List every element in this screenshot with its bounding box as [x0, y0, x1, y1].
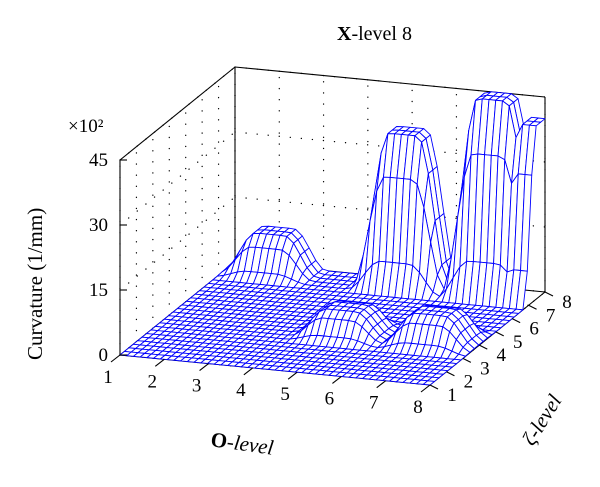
x-tick-label: 4 — [236, 380, 246, 401]
x-axis-label: O-level — [209, 427, 275, 460]
x-tick-mark — [376, 380, 387, 389]
x-tick-mark — [110, 354, 121, 363]
y-tick-label: 1 — [447, 385, 457, 406]
x-tick-mark — [199, 363, 209, 372]
x-tick-label: 6 — [325, 388, 335, 409]
z-tick-label: 15 — [89, 280, 108, 301]
z-tick-label: 45 — [89, 150, 108, 171]
chart-title: X-level 8 — [337, 23, 412, 45]
y-tick-mark — [495, 331, 504, 337]
x-tick-label: 7 — [369, 393, 379, 414]
y-tick-label: 5 — [513, 332, 523, 353]
y-tick-mark — [462, 357, 472, 363]
y-axis-label-rest: -level — [521, 390, 566, 442]
x-tick-label: 5 — [280, 384, 290, 405]
x-tick-mark — [287, 371, 298, 380]
x-axis-label-rest: -level — [225, 429, 275, 459]
z-tick-label: 30 — [89, 215, 108, 236]
y-tick-mark — [429, 384, 439, 390]
x-tick-mark — [420, 384, 431, 393]
y-tick-mark — [544, 291, 554, 297]
surface-cell — [422, 380, 435, 386]
z-tick-label: 0 — [99, 345, 109, 366]
y-tick-label: 7 — [546, 305, 556, 326]
z-axis-label: Curvature (1/mm) — [23, 208, 47, 360]
title-bold: X — [337, 23, 352, 45]
x-tick-label: 1 — [103, 367, 113, 388]
y-tick-label: 4 — [497, 345, 507, 366]
y-tick-label: 6 — [529, 319, 539, 340]
surface-mesh — [119, 91, 546, 386]
y-axis-label: ζ-level — [517, 390, 567, 450]
frame-edge — [119, 66, 236, 161]
x-tick-mark — [154, 358, 165, 367]
y-tick-mark — [446, 371, 455, 377]
y-tick-mark — [479, 344, 488, 350]
y-tick-mark — [528, 304, 537, 310]
z-multiplier-label: ×10² — [68, 116, 104, 137]
x-tick-label: 2 — [148, 371, 158, 392]
y-tick-label: 8 — [562, 292, 572, 313]
x-tick-label: 8 — [413, 397, 423, 418]
title-rest: -level 8 — [351, 23, 412, 45]
y-tick-label: 3 — [480, 358, 490, 379]
x-tick-mark — [332, 375, 342, 384]
x-axis-label-bold: O — [209, 427, 229, 453]
y-tick-label: 2 — [464, 372, 474, 393]
x-tick-label: 3 — [192, 376, 202, 397]
x-tick-mark — [243, 367, 254, 376]
y-tick-mark — [511, 318, 521, 324]
